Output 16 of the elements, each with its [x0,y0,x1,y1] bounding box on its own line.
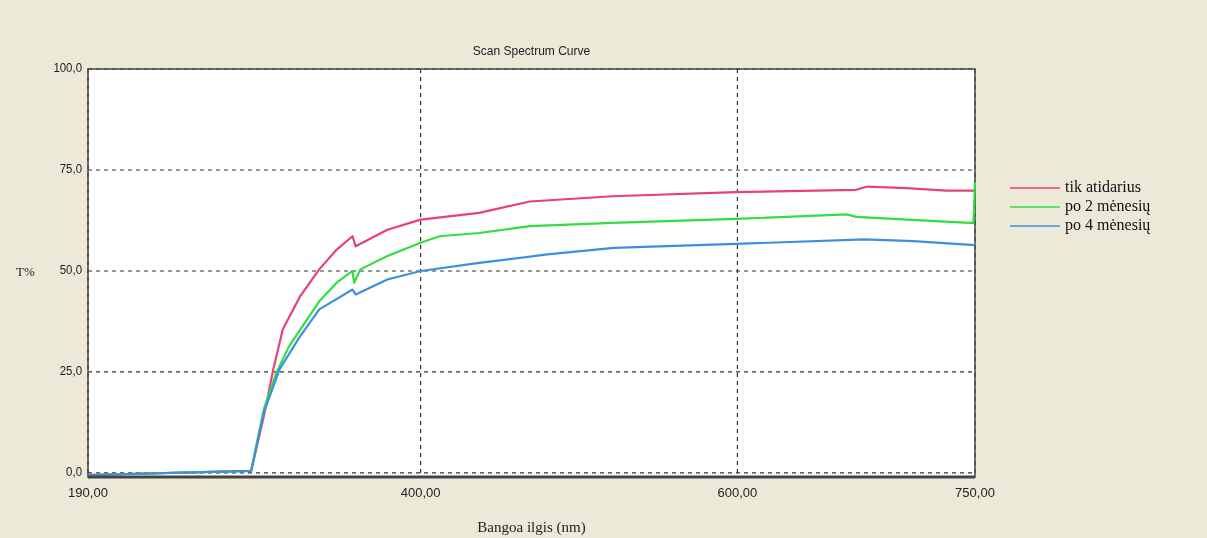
y-tick-label: 75,0 [59,161,83,177]
y-tick-label: 100,0 [53,60,83,76]
x-tick-label: 400,00 [400,485,441,500]
chart-title: Scan Spectrum Curve [472,44,591,58]
y-tick-label: 25,0 [59,363,83,379]
legend-label: po 4 mėnesių [1065,215,1152,234]
legend-label: tik atidarius [1065,177,1141,195]
line-series [88,238,977,477]
x-tick-label: 600,00 [717,485,758,500]
y-axis-title: T% [16,263,35,279]
y-tick-label: 0,0 [66,464,83,480]
x-axis-title: Bangoa ilgis (nm) [477,519,586,536]
x-tick-label: 190,00 [68,485,108,500]
legend-label: po 2 mėnesių [1065,196,1152,215]
y-tick-label: 50,0 [59,262,83,278]
x-tick-label: 750,00 [955,485,995,500]
